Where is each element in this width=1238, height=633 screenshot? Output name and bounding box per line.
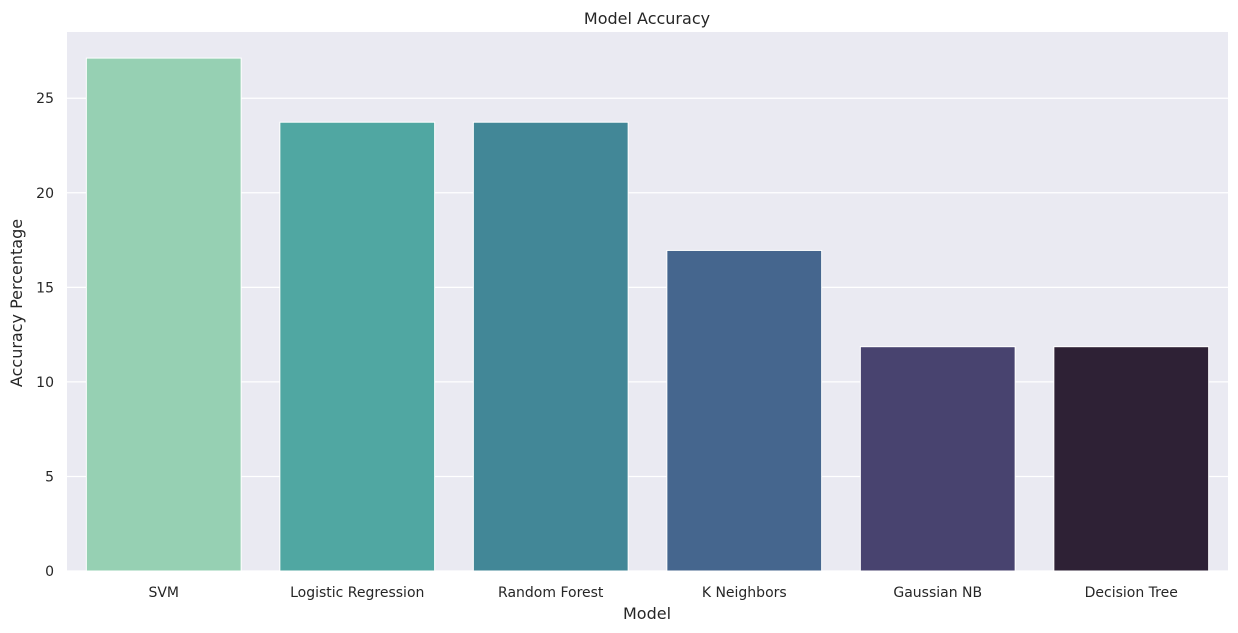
y-tick-label: 15 [36,280,54,296]
y-axis-ticks: 0 5 10 15 20 25 [36,91,54,580]
bar [85,57,242,572]
x-tick-label: Gaussian NB [893,585,982,601]
plot-area [67,32,1228,571]
x-tick-label: Decision Tree [1085,585,1178,601]
x-axis-title: Model [623,604,671,623]
bar [1053,346,1210,572]
y-tick-label: 10 [36,375,54,391]
gridlines [67,97,1228,572]
y-tick-label: 5 [45,469,54,485]
bars [85,57,1210,572]
bar [666,249,823,572]
chart-title: Model Accuracy [584,9,710,28]
y-axis-title: Accuracy Percentage [7,219,26,387]
x-tick-label: Random Forest [498,585,604,601]
x-tick-label: SVM [148,585,179,601]
bar [472,121,629,572]
bar [279,121,436,572]
x-tick-label: Logistic Regression [290,585,424,601]
y-tick-label: 20 [36,186,54,202]
y-tick-label: 0 [45,564,54,580]
x-axis-ticks: SVM Logistic Regression Random Forest K Nei… [148,585,1177,601]
y-tick-label: 25 [36,91,54,107]
x-tick-label: K Neighbors [702,585,787,601]
bar [859,346,1016,572]
